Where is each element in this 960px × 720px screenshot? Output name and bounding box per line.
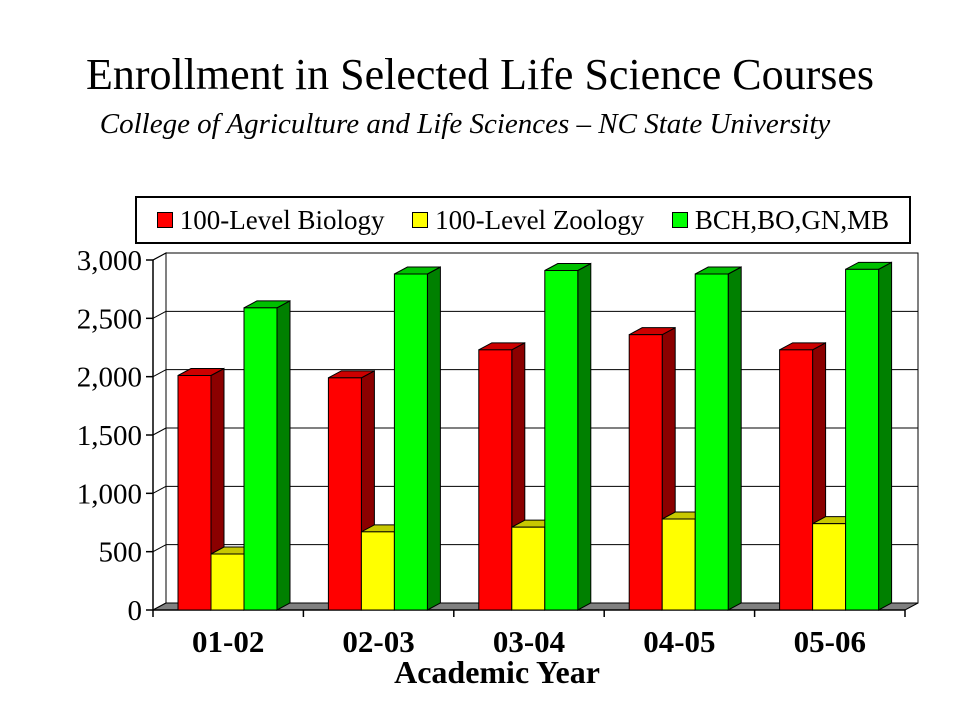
bar [243, 307, 278, 611]
y-tick-label: 2,000 [77, 362, 142, 394]
chart-legend: 100-Level Biology 100-Level Zoology BCH,… [135, 196, 911, 244]
bar [845, 268, 880, 611]
y-tick-label: 2,500 [77, 303, 142, 335]
y-tick-label: 500 [99, 537, 143, 569]
legend-label-bch: BCH,BO,GN,MB [694, 205, 890, 235]
gridline-side [152, 485, 167, 494]
bar [661, 518, 696, 611]
bar [478, 349, 513, 611]
gridline-side [152, 252, 167, 261]
y-tick-label: 1,000 [77, 478, 142, 510]
bar [327, 377, 362, 611]
bar-side [426, 266, 441, 611]
gridline-side [152, 310, 167, 319]
bar-side [276, 299, 291, 611]
bar-side [878, 261, 893, 611]
legend-item-zoology: 100-Level Zoology [412, 205, 644, 235]
x-tick-label: 03-04 [493, 624, 565, 659]
x-tick-label: 04-05 [643, 624, 715, 659]
legend-swatch-biology [156, 212, 173, 228]
chart-subtitle: College of Agriculture and Life Sciences… [99, 108, 831, 140]
bar [779, 349, 814, 611]
bar [812, 523, 847, 611]
legend-item-biology: 100-Level Biology [156, 205, 385, 235]
bar [694, 273, 729, 611]
legend-label-zoology: 100-Level Zoology [435, 205, 645, 235]
x-axis-label: Academic Year [394, 654, 600, 690]
chart-title: Enrollment in Selected Life Science Cour… [85, 50, 875, 99]
gridline-side [152, 369, 167, 378]
bar [393, 273, 428, 611]
bar [628, 334, 663, 611]
x-tick-label: 01-02 [192, 624, 264, 659]
gridline-side [152, 427, 167, 436]
gridline-side [152, 544, 167, 553]
bar [511, 526, 546, 611]
bar [210, 553, 245, 611]
legend-swatch-bch [671, 212, 688, 228]
y-tick-label: 1,500 [77, 420, 142, 452]
legend-label-biology: 100-Level Biology [179, 205, 385, 235]
bar [544, 270, 579, 611]
legend-item-bch: BCH,BO,GN,MB [671, 205, 890, 235]
x-tick-label: 02-03 [342, 624, 414, 659]
bar-side [577, 262, 592, 611]
bar [177, 375, 212, 611]
bar [360, 531, 395, 611]
bar-side [727, 266, 742, 611]
y-tick-label: 0 [128, 595, 143, 627]
legend-swatch-zoology [412, 212, 429, 228]
x-tick-label: 05-06 [794, 624, 866, 659]
y-tick-label: 3,000 [77, 245, 142, 277]
